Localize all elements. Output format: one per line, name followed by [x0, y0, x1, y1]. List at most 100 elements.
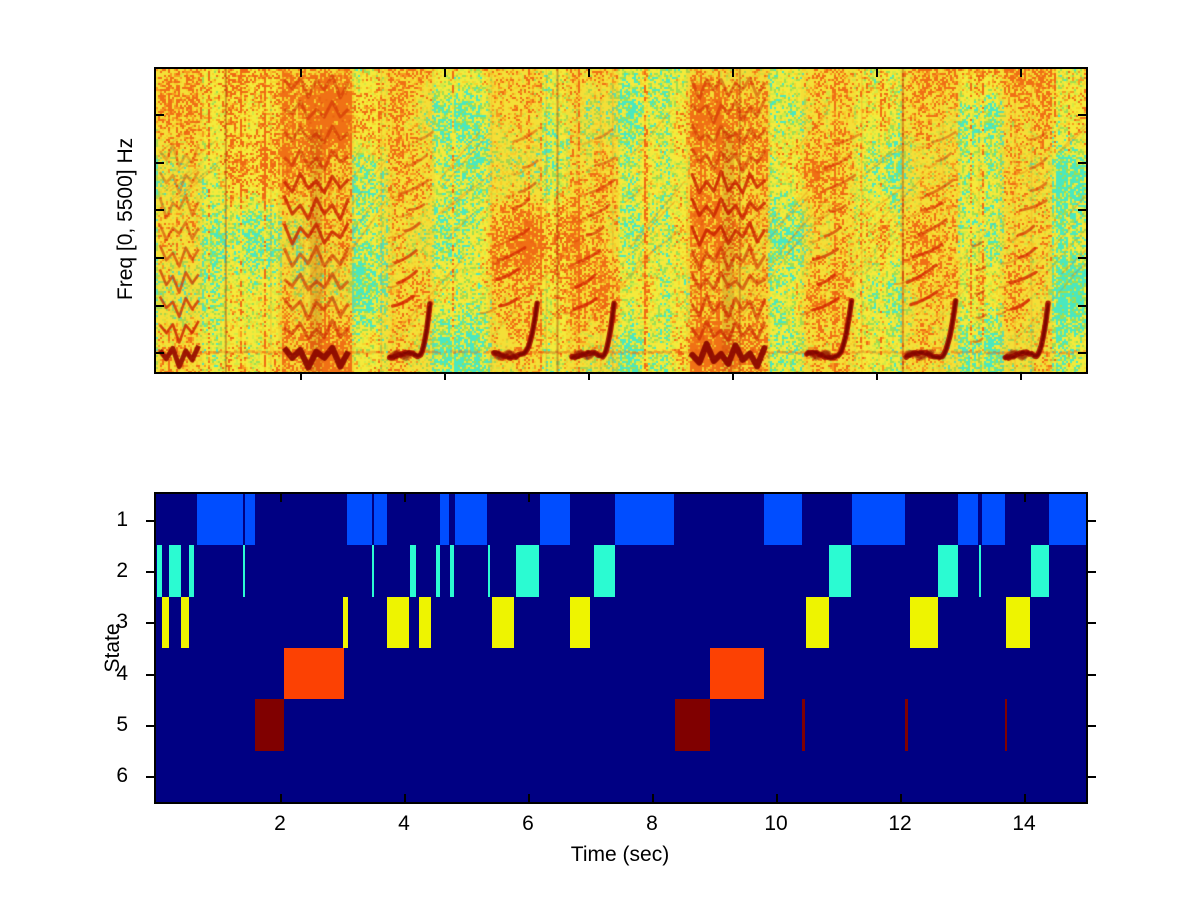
y-tick [146, 725, 154, 727]
x-tick [404, 494, 406, 502]
state-segment [492, 596, 515, 648]
y-tick [146, 571, 154, 573]
state-segment [674, 699, 711, 751]
state-segment [449, 545, 454, 597]
x-tick [1024, 794, 1026, 802]
y-tick [1088, 674, 1096, 676]
state-segment [418, 596, 432, 648]
state-segment [346, 494, 373, 546]
x-tick-label: 14 [1012, 812, 1036, 835]
state-segment [372, 545, 375, 597]
y-tick [146, 674, 154, 676]
y-tick-label: 1 [116, 507, 128, 531]
x-tick [444, 372, 446, 380]
y-tick [146, 520, 154, 522]
state-segment [436, 545, 440, 597]
y-tick [156, 257, 164, 259]
y-tick [156, 162, 164, 164]
state-segment [488, 545, 491, 597]
state-segment [593, 545, 615, 597]
x-tick [300, 372, 302, 380]
y-tick [146, 622, 154, 624]
x-tick [776, 794, 778, 802]
x-tick [652, 794, 654, 802]
state-segment [764, 494, 803, 546]
state-segment [852, 494, 905, 546]
state-segment [343, 596, 348, 648]
state-segment [909, 596, 938, 648]
y-tick [1088, 571, 1096, 573]
state-segment [802, 699, 805, 751]
x-tick [588, 69, 590, 77]
state-segment [161, 596, 170, 648]
state-segment [982, 494, 1005, 546]
state-segment [540, 494, 571, 546]
y-tick [1088, 776, 1096, 778]
state-segment [180, 596, 189, 648]
y-tick [1078, 162, 1086, 164]
x-tick [1024, 494, 1026, 502]
y-tick [1078, 114, 1086, 116]
x-tick [1020, 372, 1022, 380]
y-tick [156, 305, 164, 307]
y-tick [146, 776, 154, 778]
state-segment [454, 494, 488, 546]
state-segment [254, 699, 284, 751]
x-tick-label: 2 [274, 812, 286, 835]
x-tick [300, 69, 302, 77]
state-segment [244, 494, 255, 546]
x-tick-label: 6 [522, 812, 534, 835]
x-tick [528, 494, 530, 502]
x-tick-label: 10 [764, 812, 788, 835]
y-tick [1078, 257, 1086, 259]
state-segment [1031, 545, 1050, 597]
spectrogram-image [156, 69, 1086, 372]
x-tick [1020, 69, 1022, 77]
x-tick [528, 794, 530, 802]
state-segment [439, 494, 450, 546]
x-tick [876, 69, 878, 77]
y-tick-label: 3 [116, 610, 128, 634]
state-segment [196, 494, 243, 546]
y-tick [1078, 352, 1086, 354]
y-tick [1078, 305, 1086, 307]
y-tick-label: 6 [116, 764, 128, 788]
state-segment [242, 545, 245, 597]
x-tick [280, 494, 282, 502]
x-tick [876, 372, 878, 380]
state-segment [937, 545, 959, 597]
state-segment [1005, 699, 1008, 751]
state-segment [1049, 494, 1086, 546]
state-segment [805, 596, 829, 648]
y-tick [156, 114, 164, 116]
x-tick [280, 794, 282, 802]
y-tick [1088, 520, 1096, 522]
y-tick [1088, 725, 1096, 727]
state-path-plot [146, 492, 1096, 804]
y-tick [1088, 622, 1096, 624]
state-segment [1006, 596, 1030, 648]
y-tick [1078, 209, 1086, 211]
state-segment [188, 545, 195, 597]
state-segment [283, 648, 344, 700]
state-segment [156, 545, 162, 597]
x-tick [900, 794, 902, 802]
y-tick-label: 2 [116, 559, 128, 582]
state-segment [409, 545, 416, 597]
x-axis-label: Time (sec) [570, 843, 670, 866]
y-tick [156, 352, 164, 354]
state-segment [515, 545, 539, 597]
x-tick [732, 69, 734, 77]
state-segment [710, 648, 765, 700]
x-tick [444, 69, 446, 77]
state-segment [829, 545, 851, 597]
y-tick-label: 4 [116, 661, 128, 685]
state-segment [904, 699, 909, 751]
state-segment [570, 596, 590, 648]
state-segment [387, 596, 409, 648]
top-y-axis-label: Freq [0, 5500] Hz [114, 137, 137, 301]
state-segment [169, 545, 181, 597]
x-tick [404, 794, 406, 802]
state-segment [614, 494, 674, 546]
